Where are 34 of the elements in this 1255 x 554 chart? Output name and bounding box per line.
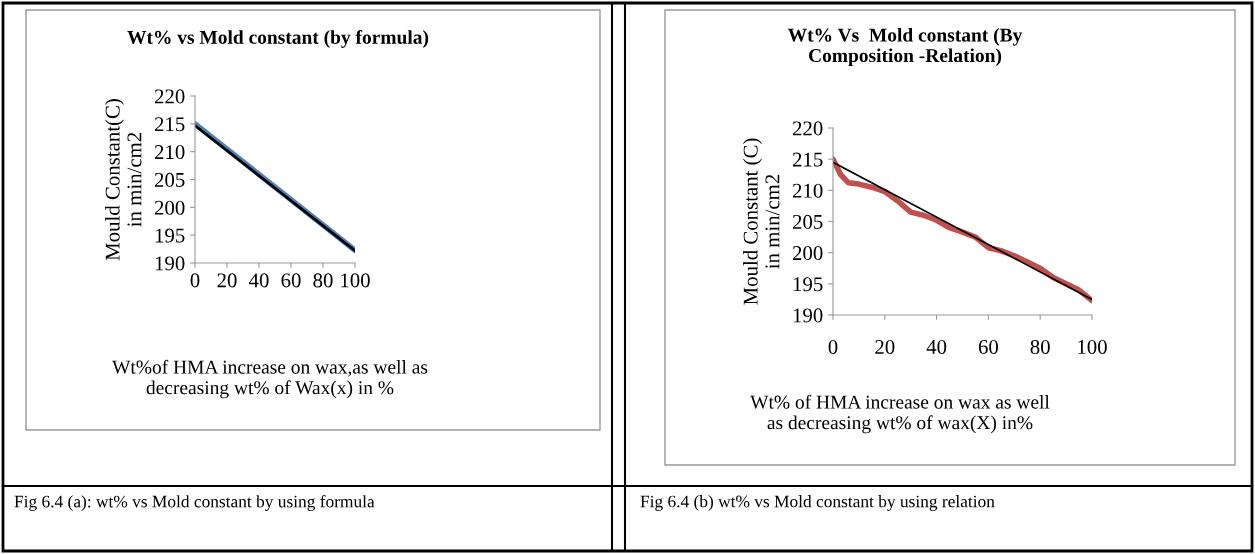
x-tick-label: 0 <box>828 339 838 354</box>
y-tick-label: 205 <box>792 214 823 229</box>
y-tick-label: 210 <box>792 183 823 198</box>
x-tick-label: 100 <box>341 273 370 288</box>
x-tick-label: 20 <box>875 339 895 354</box>
y-tick-label: 200 <box>792 246 823 261</box>
x-tick-label: 20 <box>217 273 237 288</box>
caption: Fig 6.4 (a): wt% vs Mold constant by using formula <box>14 495 375 511</box>
y-axis-title: Mould Constant (C) in min/cm2 <box>743 138 780 305</box>
y-tick-label: 220 <box>792 121 823 136</box>
x-tick-label: 40 <box>248 273 269 288</box>
y-tick-label: 215 <box>154 117 185 132</box>
y-tick-label: 215 <box>792 152 823 167</box>
x-tick-label: 80 <box>313 273 333 288</box>
chart-title: Wt% vs Mold constant (by formula) <box>127 30 429 48</box>
y-tick-label: 195 <box>155 228 185 243</box>
x-axis-title: Wt%of HMA increase on wax,as well as decreasing wt% of Wax(x) in % <box>112 359 428 399</box>
y-tick-label: 200 <box>154 200 185 215</box>
x-tick-label: 60 <box>978 339 999 354</box>
y-tick-label: 210 <box>154 145 185 160</box>
x-tick-label: 80 <box>1030 339 1050 354</box>
x-tick-label: 0 <box>190 273 200 288</box>
x-tick-label: 40 <box>926 339 947 354</box>
chart-title: Wt% Vs Mold constant (By Composition -Relation) <box>787 28 1023 67</box>
y-tick-label: 190 <box>793 308 823 323</box>
x-tick-label: 60 <box>281 273 301 288</box>
y-axis-title: Mould Constant(C) in min/cm2 <box>105 99 142 261</box>
caption: Fig 6.4 (b) wt% vs Mold constant by using relation <box>640 495 995 511</box>
y-tick-label: 205 <box>154 172 185 187</box>
x-tick-label: 100 <box>1078 339 1107 354</box>
y-tick-label: 220 <box>154 89 185 104</box>
y-tick-label: 190 <box>155 256 185 271</box>
x-axis-title: Wt% of HMA increase on wax as well as decreasing wt% of wax(X) in% <box>750 394 1050 434</box>
y-tick-label: 195 <box>793 277 823 292</box>
